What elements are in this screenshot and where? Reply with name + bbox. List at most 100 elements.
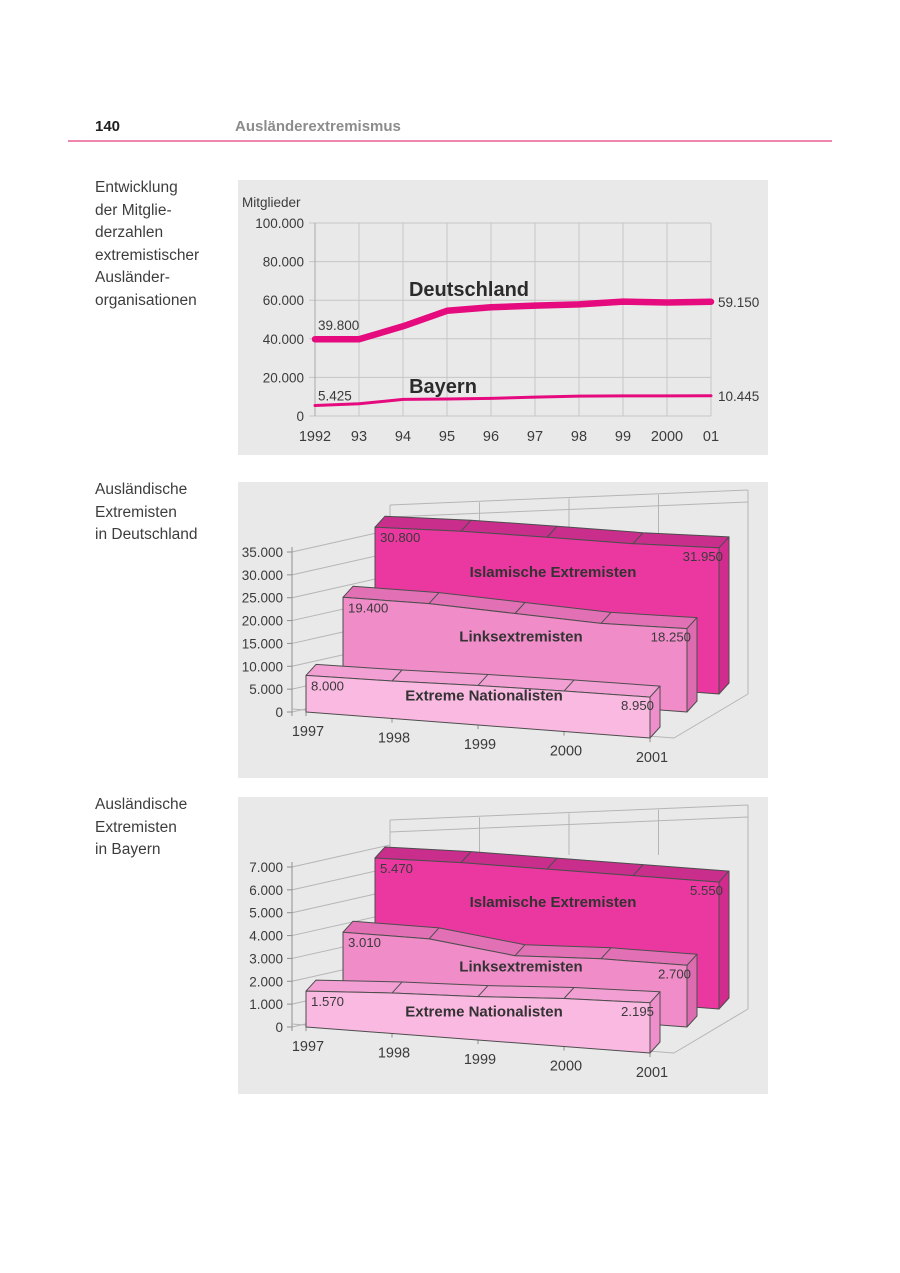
ribbon-year-divider — [428, 592, 440, 604]
y-tick-label: 35.000 — [242, 545, 283, 560]
end-value-label: 2.700 — [658, 966, 691, 981]
y-tick-label: 5.000 — [249, 906, 283, 921]
x-tick-label: 2000 — [550, 744, 582, 760]
ribbon-year-divider — [563, 679, 575, 692]
x-tick-label: 2001 — [636, 1065, 668, 1081]
series-line-1 — [313, 394, 713, 407]
ribbon-side-face — [686, 953, 698, 1028]
header-rule — [68, 140, 832, 142]
x-tick-label: 1999 — [464, 1052, 496, 1068]
start-value-label: 1.570 — [311, 994, 344, 1009]
y-tick-label: 25.000 — [242, 591, 283, 606]
x-tick-label: 98 — [571, 429, 587, 445]
x-tick-label: 1998 — [378, 731, 410, 747]
x-tick-label: 1992 — [299, 429, 331, 445]
start-value-label: 3.010 — [348, 935, 381, 950]
x-tick-label: 2000 — [651, 429, 683, 445]
chart-caption-bavaria: Ausländische Extremisten in Bayern — [95, 796, 188, 858]
x-tick-label: 97 — [527, 429, 543, 445]
ribbon-year-divider — [391, 669, 403, 682]
series-name-label: Extreme Nationalisten — [405, 1004, 563, 1021]
ribbon-year-divider — [428, 927, 440, 940]
end-value-label: 31.950 — [683, 549, 723, 564]
x-tick-label: 99 — [615, 429, 631, 445]
y-tick-label: 7.000 — [249, 860, 283, 875]
series-name-label: Linksextremisten — [459, 959, 582, 976]
ribbon-year-divider — [477, 985, 489, 997]
y-tick-label: 20.000 — [242, 614, 283, 629]
left-wall-gridline — [291, 890, 391, 914]
x-tick-label: 1997 — [292, 724, 324, 740]
ribbon-year-divider — [632, 532, 644, 545]
y-tick-label: 2.000 — [249, 974, 283, 989]
start-value-label: 5.425 — [318, 389, 352, 404]
left-wall-gridline — [291, 529, 391, 553]
ribbon-year-divider — [546, 857, 558, 870]
floor-right-edge — [673, 1008, 749, 1054]
end-value-label: 5.550 — [690, 883, 723, 898]
y-tick-label: 3.000 — [249, 951, 283, 966]
ribbon-year-divider — [546, 525, 558, 538]
y-tick-label: 4.000 — [249, 929, 283, 944]
y-tick-label: 100.000 — [255, 216, 304, 231]
y-tick-label: 30.000 — [242, 568, 283, 583]
end-value-label: 8.950 — [621, 698, 654, 713]
ribbon-year-divider — [600, 612, 612, 624]
y-tick-label: 20.000 — [263, 370, 304, 385]
x-tick-label: 1998 — [378, 1046, 410, 1062]
series-line-0 — [311, 298, 715, 343]
y-tick-label: 10.000 — [242, 659, 283, 674]
ribbon-year-divider — [600, 947, 612, 960]
x-tick-label: 96 — [483, 429, 499, 445]
ribbon-side-face — [649, 991, 661, 1054]
end-value-label: 18.250 — [651, 630, 691, 645]
left-wall-gridline — [291, 913, 391, 937]
back-wall-top-edge — [389, 804, 749, 821]
ribbon-year-divider — [460, 519, 472, 532]
y-tick-label: 5.000 — [249, 682, 283, 697]
start-value-label: 5.470 — [380, 861, 413, 876]
page-header-title: Ausländerextremismus — [235, 118, 401, 135]
y-tick-label: 15.000 — [242, 636, 283, 651]
series-name-label: Linksextremisten — [459, 629, 582, 646]
extremists-bavaria-3d-chart: 7.000 6.000 5.000 4.000 3.000 2.000 1.000 0 1997… — [249, 804, 749, 1081]
y-tick-label: 80.000 — [263, 255, 304, 270]
ribbon-year-divider — [477, 674, 489, 686]
y-tick-label: 0 — [275, 705, 283, 720]
back-wall-top-edge — [389, 489, 749, 506]
end-value-label: 10.445 — [718, 389, 759, 404]
floor-right-edge — [673, 693, 749, 739]
left-wall-gridline — [291, 575, 391, 599]
y-tick-label: 1.000 — [249, 997, 283, 1012]
ribbon-year-divider — [514, 944, 526, 957]
y-tick-label: 0 — [296, 409, 304, 424]
y-axis-title: Mitglieder — [242, 195, 301, 210]
left-wall-gridline — [291, 867, 391, 891]
y-tick-label: 40.000 — [263, 332, 304, 347]
series-name-label: Extreme Nationalisten — [405, 687, 563, 704]
left-wall-gridline — [291, 552, 391, 576]
x-tick-label: 95 — [439, 429, 455, 445]
series-name-label: Deutschland — [409, 279, 529, 301]
ribbon-front-face — [305, 674, 651, 739]
membership-line-chart-panel: 100.000 80.000 60.000 40.000 20.000 0 1992 93 94… — [238, 180, 768, 455]
series-name-label: Islamische Extremisten — [470, 564, 637, 581]
end-value-label: 2.195 — [621, 1004, 654, 1019]
start-value-label: 8.000 — [311, 678, 344, 693]
extremists-germany-3d-chart: 35.000 30.000 25.000 20.000 15.000 10.000 5.00… — [242, 489, 749, 766]
ribbon-year-divider — [563, 987, 575, 999]
x-tick-label: 93 — [351, 429, 367, 445]
x-tick-label: 2000 — [550, 1059, 582, 1075]
page-number: 140 — [95, 118, 121, 135]
y-tick-label: 6.000 — [249, 883, 283, 898]
start-value-label: 39.800 — [318, 318, 359, 333]
x-tick-label: 1999 — [464, 737, 496, 753]
ribbon-year-divider — [460, 851, 472, 863]
start-value-label: 19.400 — [348, 600, 388, 615]
ribbon-year-divider — [514, 602, 526, 614]
ribbon-year-divider — [391, 981, 403, 994]
end-value-label: 59.150 — [718, 295, 759, 310]
ribbon-year-divider — [632, 864, 644, 876]
left-wall-gridline — [291, 844, 391, 868]
